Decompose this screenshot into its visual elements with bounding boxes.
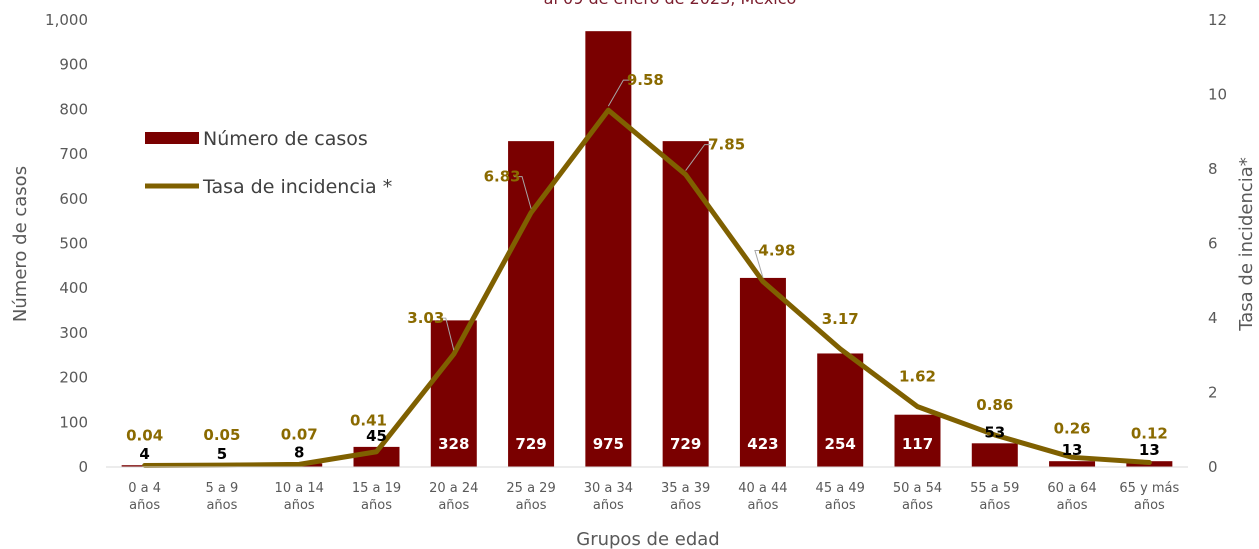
y2-axis-title: Tasa de incidencia* — [1236, 157, 1257, 332]
bar-data-label: 328 — [438, 435, 469, 453]
line-data-labels: 0.04 0.05 0.07 0.41 3.03 6.83 9.58 7.85 4.98 3.17… — [126, 71, 1168, 444]
bar-data-label: 5 — [217, 445, 227, 463]
chart-title: al 09 de enero de 2023, México — [544, 0, 797, 8]
right-axis: 0 2 4 6 8 10 12 — [1208, 11, 1227, 476]
line-data-label: 3.03 — [407, 309, 444, 327]
bar — [430, 320, 477, 467]
leader-line — [607, 79, 630, 107]
leader-line — [514, 176, 532, 209]
bar-series — [121, 31, 1173, 468]
x-tick-label: 65 y más años — [1119, 481, 1179, 513]
bar-data-label: 975 — [593, 435, 624, 453]
y-tick-label: 800 — [59, 100, 88, 118]
y-tick-label: 0 — [78, 458, 88, 476]
legend-bar-swatch — [145, 132, 199, 144]
y2-tick-label: 8 — [1208, 160, 1218, 178]
y-tick-label: 1,000 — [45, 11, 88, 29]
bar — [817, 353, 864, 467]
bar-data-label: 13 — [1139, 441, 1160, 459]
line-data-label: 0.26 — [1054, 419, 1091, 437]
bar-data-label: 729 — [670, 435, 701, 453]
left-axis: 0 100 200 300 400 500 600 700 800 900 1,000 — [45, 11, 88, 476]
y-tick-label: 300 — [59, 324, 88, 342]
y2-tick-label: 4 — [1208, 309, 1218, 327]
bar-data-label: 45 — [366, 427, 387, 445]
leader-line — [685, 144, 711, 171]
x-axis-title: Grupos de edad — [576, 529, 719, 549]
bar — [971, 443, 1018, 467]
y2-tick-label: 10 — [1208, 86, 1227, 104]
y-axis-title: Número de casos — [10, 166, 31, 322]
bar-data-label: 53 — [984, 423, 1005, 441]
y2-tick-label: 0 — [1208, 458, 1218, 476]
bar — [894, 414, 941, 467]
incidence-line — [142, 107, 1152, 469]
x-tick-label: 30 a 34 años — [584, 481, 633, 513]
bar-data-label: 4 — [139, 445, 149, 463]
x-axis: 0 a 4 años 5 a 9 años 10 a 14 años 15 a 19 años… — [106, 466, 1188, 513]
y2-tick-label: 2 — [1208, 384, 1218, 402]
y-tick-label: 100 — [59, 413, 88, 431]
x-tick-label: 5 a 9 años — [206, 481, 239, 513]
x-tick-label: 15 a 19 años — [352, 481, 401, 513]
x-tick-label: 20 a 24 años — [429, 481, 478, 513]
y-tick-label: 500 — [59, 235, 88, 253]
y-tick-label: 900 — [59, 56, 88, 74]
line-data-label: 0.04 — [126, 427, 163, 445]
leader-line — [754, 249, 764, 278]
legend: Número de casos Tasa de incidencia * — [145, 128, 392, 198]
bar — [1049, 461, 1096, 467]
x-tick-label: 45 a 49 años — [816, 481, 865, 513]
legend-bar-label: Número de casos — [203, 128, 368, 150]
x-tick-label: 35 a 39 años — [661, 481, 710, 513]
bar-data-label: 254 — [825, 435, 856, 453]
y-tick-label: 600 — [59, 190, 88, 208]
line-series — [142, 107, 1152, 469]
line-data-label: 1.62 — [899, 368, 936, 386]
legend-line-label: Tasa de incidencia * — [202, 176, 392, 198]
bar — [739, 277, 786, 467]
bar — [662, 141, 709, 467]
bar-data-label: 8 — [294, 443, 304, 461]
line-data-label: 0.12 — [1131, 425, 1168, 443]
line-data-label: 9.58 — [627, 71, 664, 89]
y2-tick-label: 12 — [1208, 11, 1227, 29]
x-tick-label: 0 a 4 años — [128, 481, 161, 513]
bar-data-label: 423 — [747, 435, 778, 453]
line-data-label: 0.07 — [281, 425, 318, 443]
y-tick-label: 200 — [59, 369, 88, 387]
bar-data-label: 13 — [1062, 441, 1083, 459]
bar — [585, 31, 632, 468]
line-data-label: 7.85 — [708, 136, 745, 154]
x-tick-label: 40 a 44 años — [738, 481, 787, 513]
line-data-label: 0.86 — [976, 396, 1013, 414]
bar-data-label: 117 — [902, 435, 933, 453]
leader-line — [437, 317, 455, 351]
line-data-label: 3.17 — [822, 310, 859, 328]
x-tick-label: 25 a 29 años — [506, 481, 555, 513]
line-data-label: 6.83 — [484, 168, 521, 186]
y-tick-label: 700 — [59, 145, 88, 163]
y2-tick-label: 6 — [1208, 235, 1218, 253]
line-data-label: 0.41 — [350, 412, 387, 430]
x-tick-label: 60 a 64 años — [1047, 481, 1096, 513]
bar-data-label: 729 — [515, 435, 546, 453]
y-tick-label: 400 — [59, 279, 88, 297]
line-data-label: 0.05 — [203, 426, 240, 444]
x-tick-label: 10 a 14 años — [275, 481, 324, 513]
x-tick-label: 55 a 59 años — [970, 481, 1019, 513]
line-data-label: 4.98 — [758, 241, 795, 259]
x-tick-label: 50 a 54 años — [893, 481, 942, 513]
